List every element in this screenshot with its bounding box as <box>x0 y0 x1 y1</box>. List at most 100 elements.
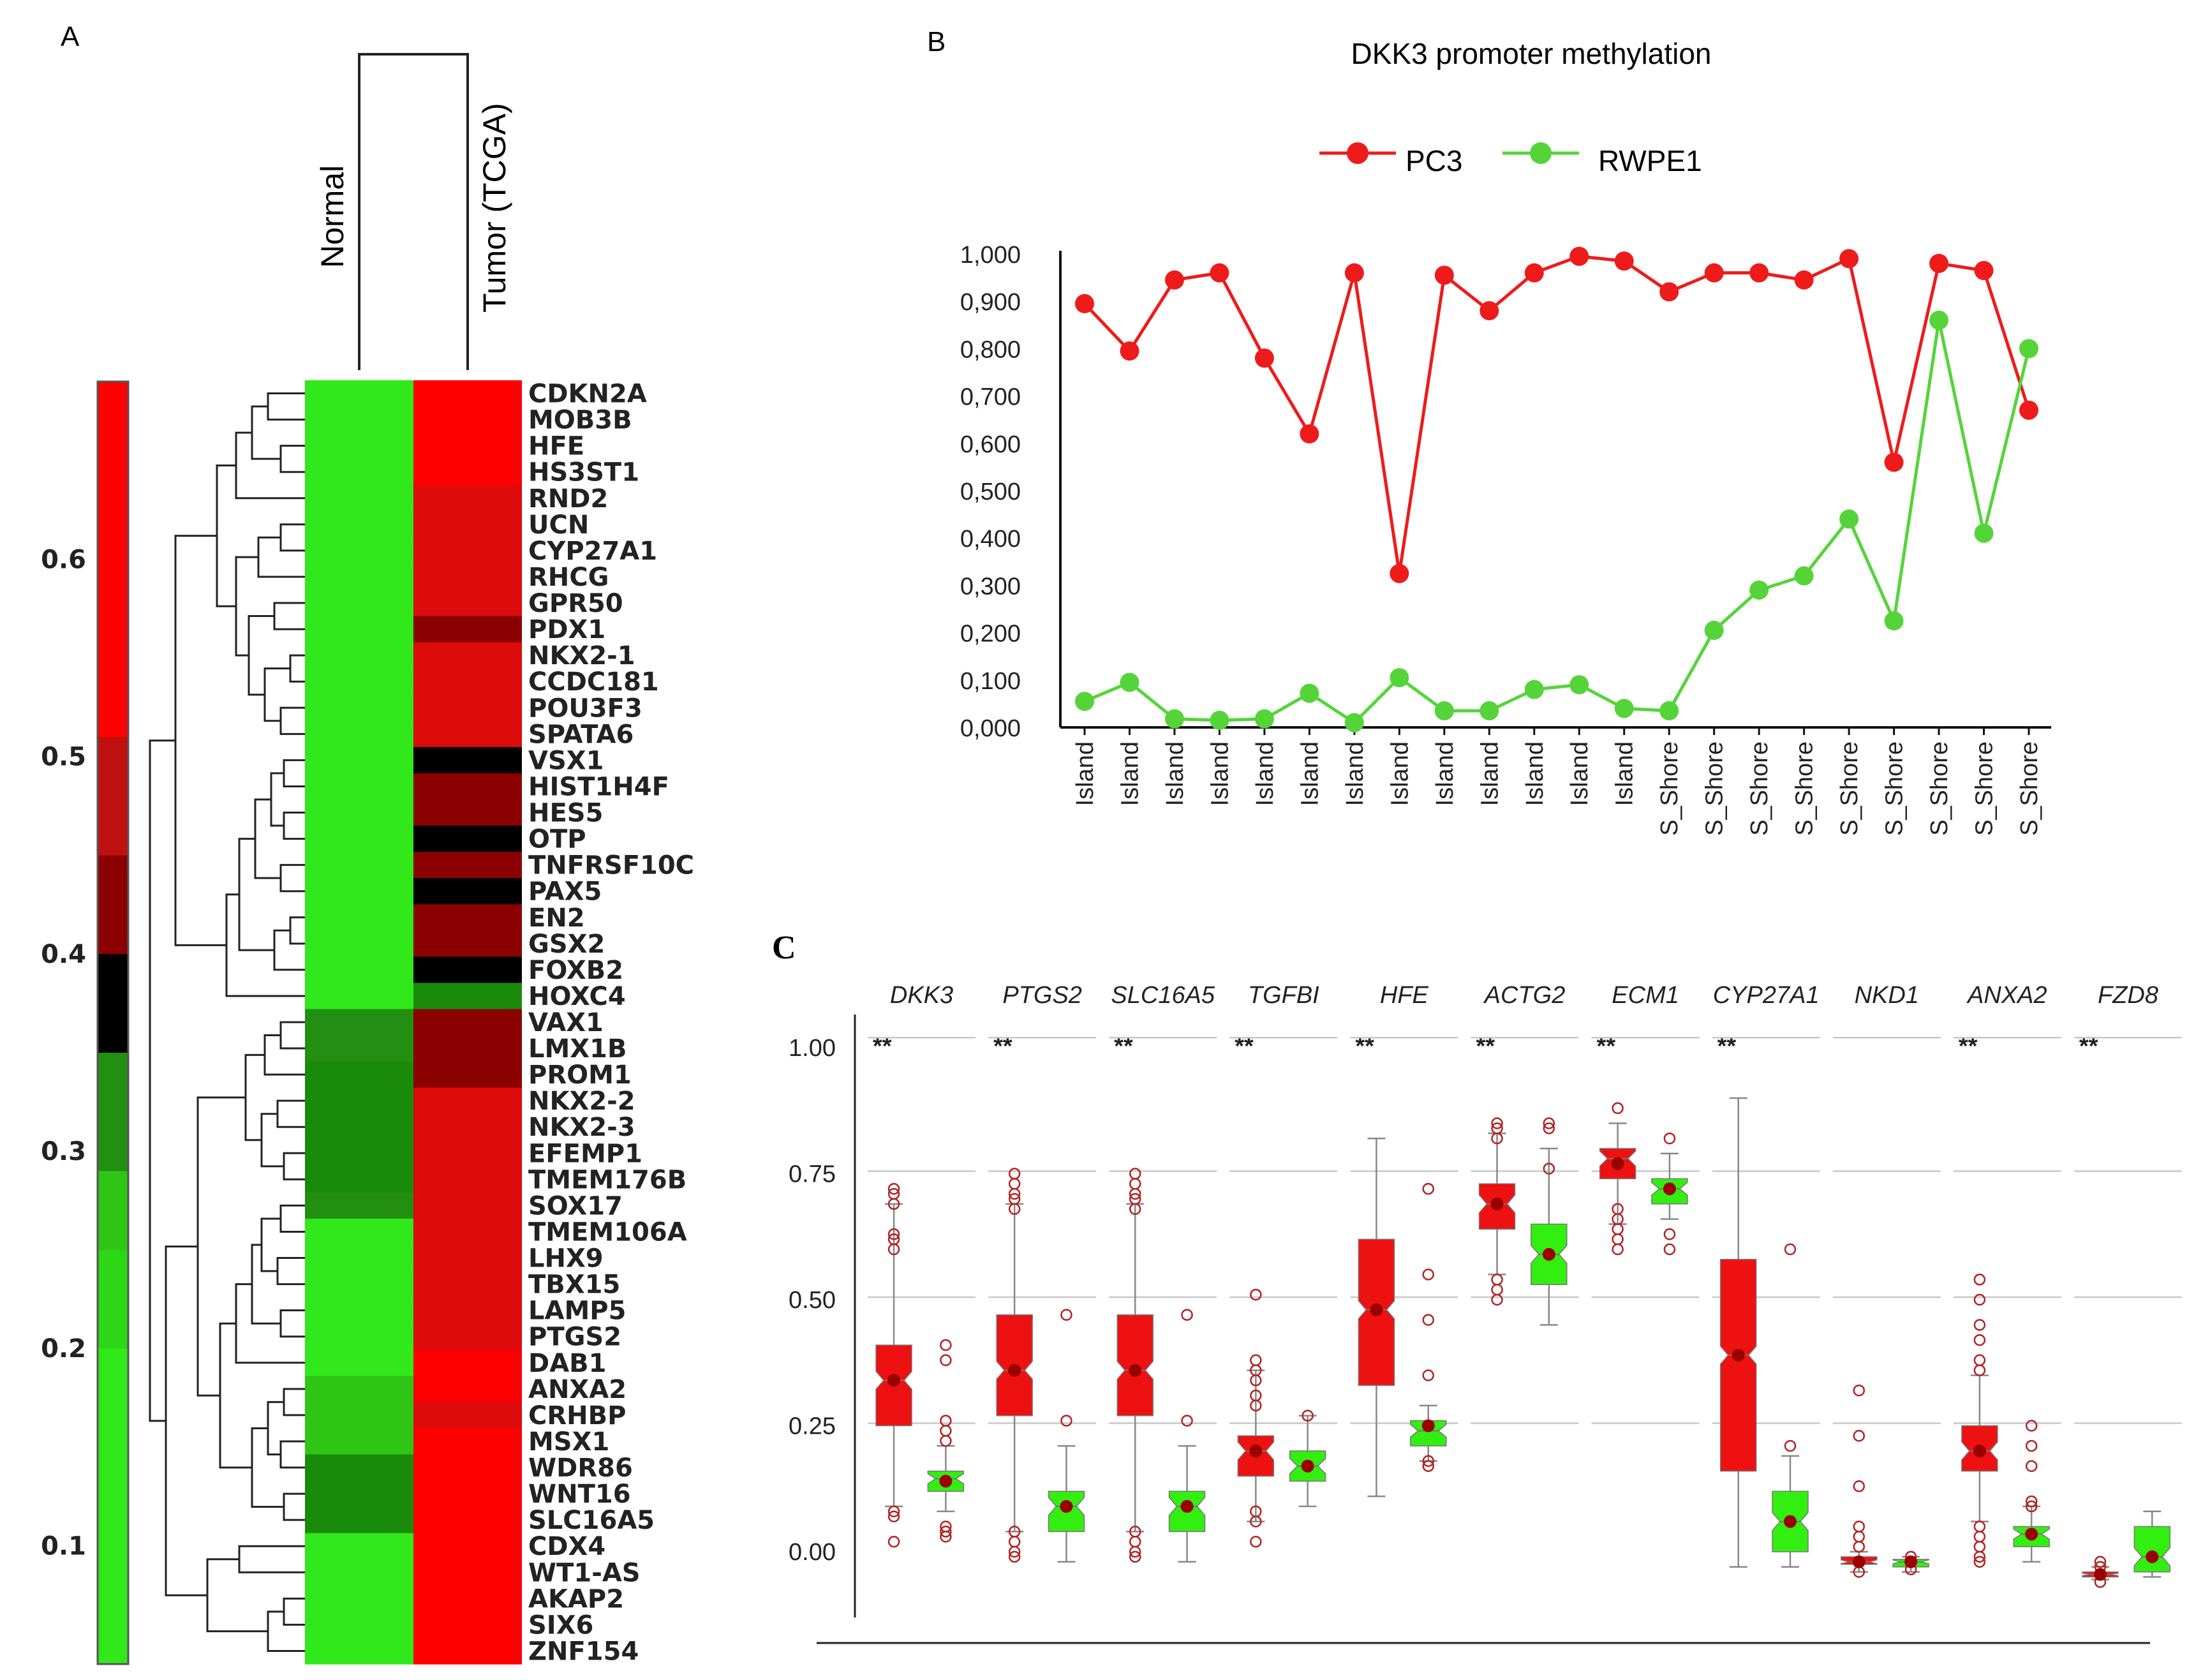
tumor-outlier <box>887 1510 900 1522</box>
data-point-rwpe1 <box>1704 620 1724 640</box>
x-tick-label: S_Shore <box>1656 741 1683 836</box>
tumor-outlier <box>1250 1354 1262 1367</box>
data-point-rwpe1 <box>1749 580 1769 600</box>
tumor-outlier <box>1250 1399 1262 1412</box>
heatmap-cell-tumor <box>413 590 522 617</box>
normal-outlier <box>1422 1455 1434 1468</box>
tumor-outlier <box>1853 1531 1866 1543</box>
gene-label: CDX4 <box>528 1532 605 1561</box>
data-point-pc3 <box>1704 263 1724 283</box>
x-tick-label: S_Shore <box>1791 741 1818 836</box>
data-point-pc3 <box>1569 246 1589 266</box>
data-point-pc3 <box>1659 282 1679 302</box>
colorbar-tick-label: 0.4 <box>41 940 86 969</box>
gene-label: HES5 <box>528 799 603 828</box>
heatmap-cell-tumor <box>413 747 522 774</box>
heatmap-cell-normal <box>305 459 413 486</box>
heatmap-cell-normal <box>305 773 413 800</box>
colorbar-band <box>98 1170 128 1251</box>
tumor-outlier <box>1973 1293 1986 1306</box>
tumor-mean <box>1490 1197 1504 1210</box>
gene-label: HIST1H4F <box>528 772 669 801</box>
row-dendrogram <box>149 392 305 1652</box>
data-point-rwpe1 <box>1075 692 1094 711</box>
panel-label-c: C <box>772 930 796 966</box>
gene-label: WT1-AS <box>528 1558 641 1587</box>
heatmap-cell-normal <box>305 1087 413 1115</box>
tumor-outlier <box>1853 1480 1866 1492</box>
tumor-outlier <box>1612 1102 1624 1115</box>
dendrogram-branch <box>279 864 305 893</box>
heatmap-cell-normal <box>305 1035 413 1062</box>
normal-outlier <box>940 1531 952 1543</box>
tumor-outlier <box>1491 1132 1503 1145</box>
heatmap-cell-normal <box>305 537 413 565</box>
normal-box <box>1409 1420 1447 1446</box>
tumor-outlier <box>1491 1274 1503 1286</box>
colorbar-tick-label: 0.3 <box>41 1137 86 1166</box>
gene-label: VAX1 <box>528 1008 604 1037</box>
gene-label: FOXB2 <box>528 956 623 985</box>
y-tick-label: 0,100 <box>960 668 1021 695</box>
tumor-outlier <box>1491 1293 1503 1306</box>
heatmap-cell-normal <box>305 1533 413 1560</box>
data-point-pc3 <box>1210 263 1229 283</box>
tumor-outlier <box>1129 1187 1141 1200</box>
tumor-outlier <box>1853 1430 1866 1442</box>
data-point-rwpe1 <box>1839 509 1859 529</box>
heatmap-cell-tumor <box>413 694 522 722</box>
colorbar-tick-label: 0.6 <box>41 545 86 574</box>
dendrogram-branch <box>197 1096 246 1397</box>
dendrogram-branch <box>283 1492 305 1521</box>
x-tick-label: S_Shore <box>1971 741 1998 836</box>
colorbar-tick-label: 0.1 <box>41 1531 86 1561</box>
dendrogram-branch <box>235 431 305 500</box>
x-tick-label: Island <box>1252 741 1279 806</box>
normal-outlier <box>1181 1309 1193 1321</box>
dendrogram-branch <box>263 667 290 722</box>
y-tick-label: 1.00 <box>789 1035 836 1062</box>
colorbar-tick-label: 0.2 <box>41 1334 86 1364</box>
dendrogram-branch <box>165 1245 207 1596</box>
heatmap-cell-tumor <box>413 1533 522 1560</box>
tumor-outlier <box>2094 1556 2107 1568</box>
tumor-mean <box>887 1374 901 1387</box>
data-point-pc3 <box>1164 270 1184 290</box>
gene-label: OTP <box>528 825 586 854</box>
heatmap-cell-normal <box>305 590 413 617</box>
data-point-rwpe1 <box>1254 709 1274 729</box>
y-tick-label: 0,900 <box>960 289 1021 316</box>
x-tick-label: Island <box>1522 741 1548 806</box>
tumor-outlier <box>1973 1550 1986 1563</box>
data-point-pc3 <box>1344 263 1364 283</box>
panel-label-b: B <box>927 26 946 57</box>
heatmap-cell-tumor <box>413 852 522 879</box>
gene-title: NKD1 <box>1855 982 1919 1009</box>
heatmap-cell-normal <box>305 904 413 931</box>
data-point-rwpe1 <box>1210 710 1229 730</box>
gene-label: AKAP2 <box>528 1584 624 1614</box>
heatmap-cell-normal <box>305 511 413 538</box>
tumor-outlier <box>1973 1364 1986 1376</box>
tumor-outlier <box>887 1535 900 1548</box>
gene-label: HOXC4 <box>528 982 626 1011</box>
heatmap-cell-normal <box>305 852 413 879</box>
column-dendrogram <box>358 53 469 370</box>
heatmap-cell-tumor <box>413 1271 522 1298</box>
heatmap-cell-normal <box>305 1428 413 1455</box>
x-tick-label: Island <box>1476 741 1503 806</box>
data-point-pc3 <box>1480 301 1499 321</box>
dendrogram-branch <box>279 1204 305 1233</box>
colorbar-band <box>98 953 128 1053</box>
heatmap-cell-tumor <box>413 1113 522 1141</box>
y-tick-label: 0,200 <box>960 621 1021 648</box>
heatmap-cell-tumor <box>413 1035 522 1062</box>
normal-mean <box>939 1475 953 1488</box>
normal-mean <box>1663 1182 1676 1196</box>
tumor-box <box>1719 1259 1757 1472</box>
tumor-outlier <box>1008 1178 1021 1190</box>
heatmap-cell-normal <box>305 380 413 407</box>
heatmap-cell-normal <box>305 983 413 1010</box>
boxplot-grid: 0.000.250.500.751.00DKK3**PTGS2**SLC16A5… <box>789 982 2182 1644</box>
tumor-outlier <box>1250 1374 1262 1386</box>
